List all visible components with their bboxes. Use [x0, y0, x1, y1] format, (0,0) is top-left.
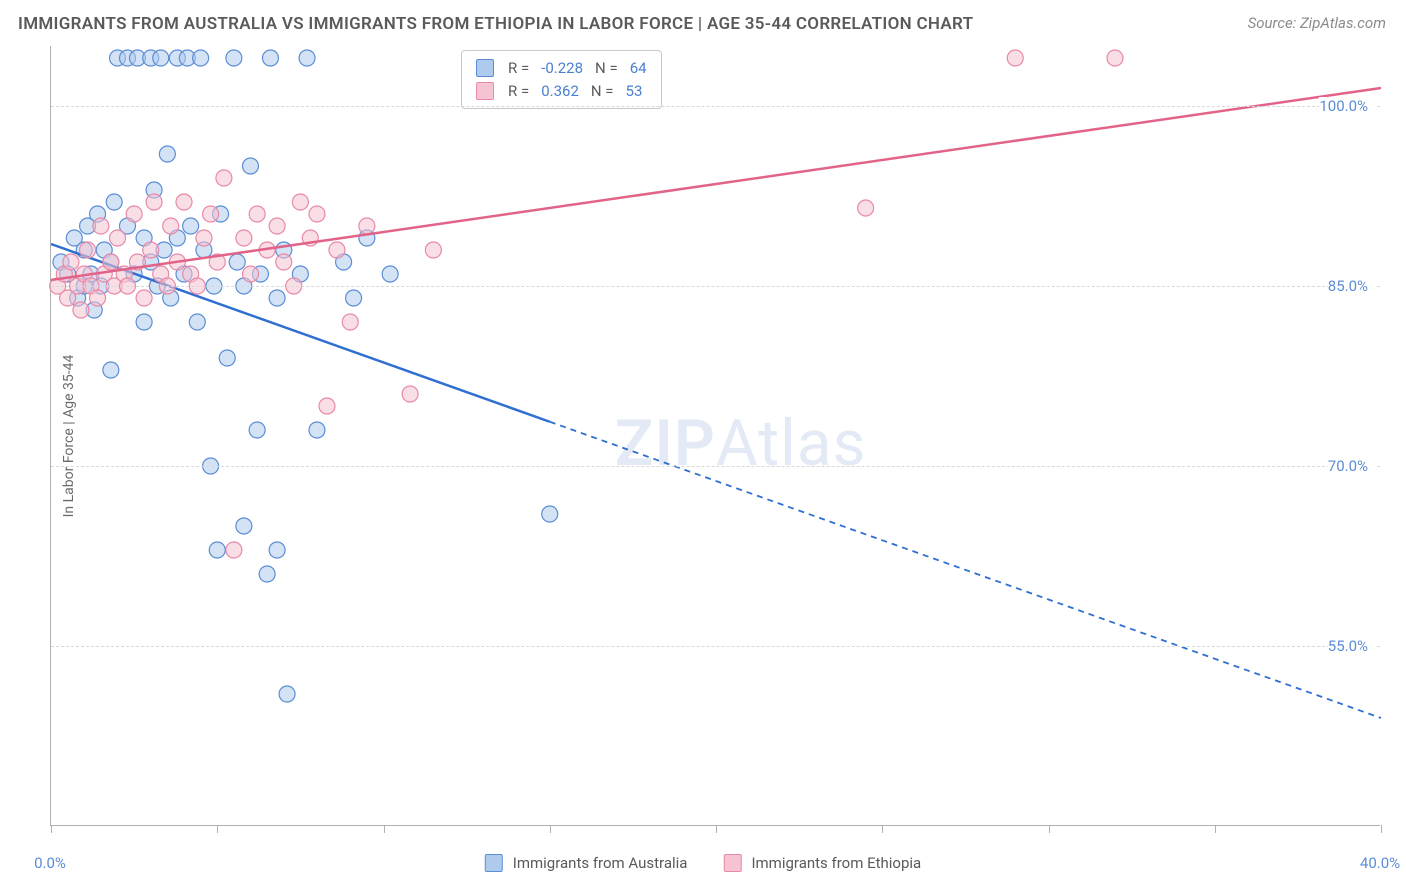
- gridline-h: [51, 646, 1380, 647]
- scatter-point: [226, 50, 242, 66]
- scatter-point: [63, 254, 79, 270]
- scatter-point: [153, 50, 169, 66]
- scatter-point: [329, 242, 345, 258]
- scatter-point: [80, 242, 96, 258]
- chart-title: IMMIGRANTS FROM AUSTRALIA VS IMMIGRANTS …: [18, 14, 973, 34]
- x-tick: [716, 825, 717, 833]
- scatter-point: [159, 146, 175, 162]
- scatter-point: [259, 566, 275, 582]
- scatter-point: [269, 218, 285, 234]
- scatter-point: [249, 422, 265, 438]
- swatch-ethiopia-bottom: [723, 854, 741, 872]
- scatter-point: [163, 218, 179, 234]
- scatter-point: [209, 542, 225, 558]
- y-tick-label: 85.0%: [1328, 277, 1376, 295]
- scatter-point: [402, 386, 418, 402]
- y-tick-label: 100.0%: [1319, 97, 1376, 115]
- y-tick-label: 70.0%: [1328, 457, 1376, 475]
- scatter-point: [1007, 50, 1023, 66]
- scatter-point: [193, 50, 209, 66]
- x-tick: [384, 825, 385, 833]
- scatter-point: [73, 302, 89, 318]
- scatter-point: [346, 290, 362, 306]
- legend-label-ethiopia: Immigrants from Ethiopia: [751, 854, 921, 872]
- scatter-point: [279, 686, 295, 702]
- scatter-point: [319, 398, 335, 414]
- scatter-point: [136, 290, 152, 306]
- scatter-point: [126, 206, 142, 222]
- legend-label-australia: Immigrants from Australia: [513, 854, 688, 872]
- scatter-point: [143, 242, 159, 258]
- scatter-point: [110, 230, 126, 246]
- scatter-point: [226, 542, 242, 558]
- x-tick-label: 40.0%: [1360, 854, 1400, 872]
- scatter-point: [243, 158, 259, 174]
- y-tick-label: 55.0%: [1328, 637, 1376, 655]
- scatter-svg: [51, 46, 1380, 825]
- x-tick: [1381, 825, 1382, 833]
- scatter-point: [309, 206, 325, 222]
- x-tick: [51, 825, 52, 833]
- scatter-point: [106, 194, 122, 210]
- scatter-point: [189, 314, 205, 330]
- scatter-point: [229, 254, 245, 270]
- scatter-point: [309, 422, 325, 438]
- scatter-point: [269, 542, 285, 558]
- scatter-point: [183, 218, 199, 234]
- scatter-point: [203, 206, 219, 222]
- x-tick: [550, 825, 551, 833]
- scatter-point: [146, 194, 162, 210]
- scatter-point: [93, 218, 109, 234]
- scatter-point: [196, 230, 212, 246]
- scatter-point: [103, 362, 119, 378]
- scatter-point: [858, 200, 874, 216]
- plot-area: In Labor Force | Age 35-44 ZIPAtlas R = …: [50, 46, 1380, 826]
- scatter-point: [359, 218, 375, 234]
- scatter-point: [269, 290, 285, 306]
- gridline-h: [51, 286, 1380, 287]
- scatter-point: [136, 314, 152, 330]
- scatter-point: [292, 194, 308, 210]
- scatter-point: [216, 170, 232, 186]
- scatter-point: [1107, 50, 1123, 66]
- scatter-point: [276, 254, 292, 270]
- scatter-point: [542, 506, 558, 522]
- scatter-point: [219, 350, 235, 366]
- legend-item-australia: Immigrants from Australia: [485, 854, 688, 872]
- x-tick: [1215, 825, 1216, 833]
- x-tick: [217, 825, 218, 833]
- scatter-point: [382, 266, 398, 282]
- x-tick: [882, 825, 883, 833]
- scatter-point: [90, 290, 106, 306]
- scatter-point: [176, 194, 192, 210]
- scatter-point: [299, 50, 315, 66]
- scatter-point: [103, 254, 119, 270]
- scatter-point: [249, 206, 265, 222]
- scatter-point: [236, 518, 252, 534]
- legend-item-ethiopia: Immigrants from Ethiopia: [723, 854, 921, 872]
- scatter-point: [342, 314, 358, 330]
- scatter-point: [236, 230, 252, 246]
- scatter-point: [425, 242, 441, 258]
- swatch-australia-bottom: [485, 854, 503, 872]
- gridline-h: [51, 466, 1380, 467]
- x-tick: [1049, 825, 1050, 833]
- scatter-point: [243, 266, 259, 282]
- correlation-chart: IMMIGRANTS FROM AUSTRALIA VS IMMIGRANTS …: [0, 0, 1406, 892]
- x-tick-label: 0.0%: [34, 854, 66, 872]
- source-attribution: Source: ZipAtlas.com: [1248, 14, 1386, 32]
- scatter-point: [262, 50, 278, 66]
- series-legend: Immigrants from Australia Immigrants fro…: [485, 854, 921, 872]
- gridline-h: [51, 106, 1380, 107]
- regression-line-solid: [51, 88, 1381, 280]
